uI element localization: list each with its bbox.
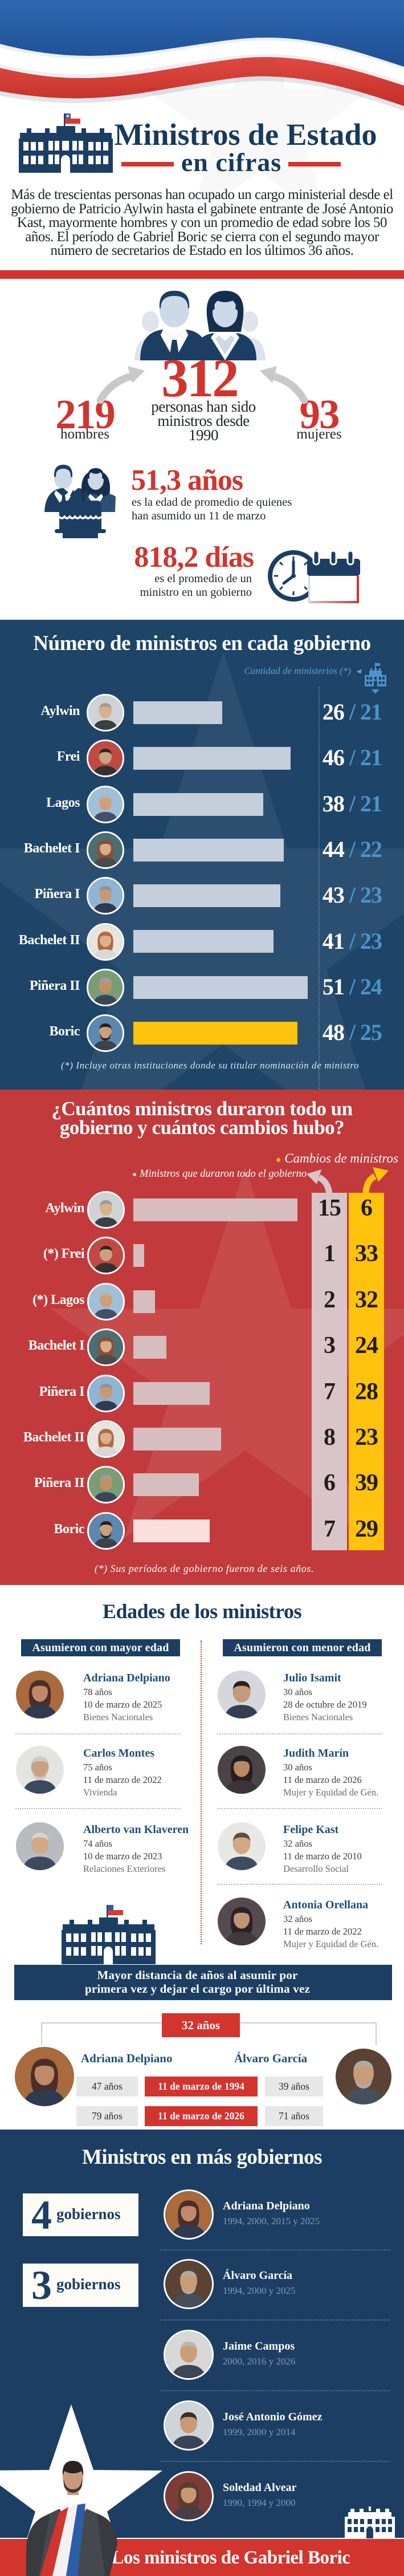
svg-text:★: ★ <box>66 113 70 119</box>
